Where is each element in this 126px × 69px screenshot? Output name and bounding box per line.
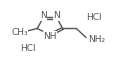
- Text: CH₃: CH₃: [11, 28, 28, 37]
- Text: HCl: HCl: [86, 13, 102, 22]
- Text: HCl: HCl: [20, 44, 35, 53]
- Text: NH: NH: [43, 32, 57, 41]
- Text: N: N: [53, 11, 60, 20]
- Text: N: N: [40, 11, 46, 20]
- Text: NH₂: NH₂: [88, 35, 105, 44]
